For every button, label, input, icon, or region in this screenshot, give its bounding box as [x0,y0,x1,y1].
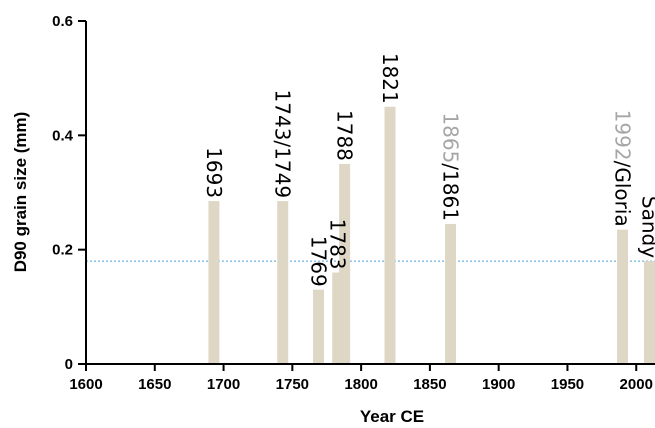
bar-1865 [445,223,457,364]
bar-label-text: 1821 [378,53,402,104]
bar-label-text: 1788 [333,110,357,161]
y-tick-label: 0.2 [52,242,73,259]
bar-label-grey-part: 1992 [610,110,634,161]
bar-label: 1788 [333,110,357,161]
bar-label-text: Sandy [638,196,655,258]
x-tick-label: 1800 [344,376,377,393]
x-axis-title: Year CE [360,407,424,426]
y-tick-label: 0.6 [52,13,73,30]
x-tick-label: 1600 [69,376,102,393]
bar-label: 1743/1749 [271,90,295,199]
bar-label-text: /Gloria [610,161,634,227]
bar-17431749 [277,201,289,364]
y-tick-label: 0.4 [52,127,74,144]
y-axis-title: D90 grain size (mm) [11,112,30,273]
x-tick-label: 1950 [551,376,584,393]
bar-label: 1783 [326,219,350,270]
x-tick-label: 1900 [482,376,515,393]
x-tick-label: 1750 [276,376,309,393]
x-tick-label: 2000 [620,376,653,393]
bar-label-text: 1743/1749 [271,90,295,199]
bar-1788 [339,163,351,364]
bar-label: 1693 [202,147,226,198]
bar-label-text: 1693 [202,147,226,198]
bar-label-text: 1769 [306,236,330,287]
x-tick-label: 1850 [413,376,446,393]
bar-label: 1992/Gloria [610,110,634,227]
bar-label-grey-part: 1865 [439,112,463,163]
bar-label: 1865/1861 [439,112,463,221]
x-tick-label: 1650 [138,376,171,393]
bar-1783 [332,272,344,364]
bar-label: 1769 [306,236,330,287]
bar-sandy [644,261,655,364]
y-tick-label: 0 [65,356,73,373]
bar-label-text: /1861 [439,163,463,221]
x-tick-label: 1700 [207,376,240,393]
bar-1821 [384,106,396,364]
bar-label: Sandy [638,196,655,258]
bar-label-text: 1783 [326,219,350,270]
bar-label: 1821 [378,53,402,104]
bar-1769 [312,289,324,364]
bar-1992 [616,229,628,364]
bar-1693 [208,201,220,364]
